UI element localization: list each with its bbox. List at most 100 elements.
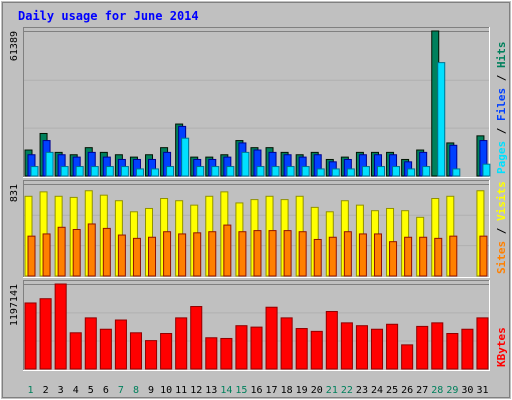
bar-kbytes-day-10 [160,332,173,370]
bar-pages-day-28 [437,62,446,177]
bar-pages-day-10 [166,166,175,177]
y-tick-label: 1197141 [9,284,20,326]
bar-pages-day-27 [422,166,431,177]
bar-kbytes-day-31 [476,317,489,370]
legend-text: Sites / Visits [495,181,508,274]
bar-pages-day-7 [120,166,129,177]
day-label-20: 20 [311,385,323,396]
bar-sites-day-29 [449,235,458,277]
legend-text: Pages / Files / Hits [495,42,508,175]
day-label-10: 10 [160,385,172,396]
day-label-3: 3 [58,385,64,396]
bar-sites-day-5 [87,223,96,277]
day-label-26: 26 [401,385,413,396]
day-label-13: 13 [205,385,217,396]
bar-sites-day-25 [389,241,398,277]
legend-entry-sites: Sites [495,241,508,274]
day-label-15: 15 [235,385,247,396]
chart-title: Daily usage for June 2014 [18,9,199,23]
bar-kbytes-day-26 [401,344,414,370]
bar-kbytes-day-27 [416,325,429,370]
bar-kbytes-day-14 [220,337,233,370]
legend-separator: / [495,121,508,141]
bar-kbytes-day-23 [355,325,368,370]
bar-pages-day-6 [105,166,114,177]
bar-sites-day-7 [117,234,126,277]
bar-pages-day-21 [331,168,340,177]
day-label-11: 11 [175,385,187,396]
bar-pages-day-31 [482,163,491,177]
bar-kbytes-day-6 [99,328,112,370]
bar-sites-day-22 [343,231,352,277]
bar-pages-day-13 [211,166,220,177]
bar-kbytes-day-30 [461,328,474,370]
bar-pages-day-8 [135,168,144,177]
bar-sites-day-4 [72,229,81,277]
day-label-30: 30 [461,385,473,396]
bar-sites-day-11 [178,233,187,277]
bar-kbytes-day-19 [295,328,308,370]
bar-sites-day-10 [163,231,172,277]
bar-kbytes-day-8 [129,332,143,370]
bar-kbytes-day-29 [446,332,459,370]
legend-separator: / [495,68,508,88]
bar-kbytes-day-11 [175,317,188,370]
day-label-14: 14 [220,385,232,396]
bar-sites-day-23 [358,233,367,277]
bar-pages-day-3 [60,166,69,177]
bar-pages-day-25 [392,166,401,177]
bar-pages-day-12 [196,166,205,177]
legend: Pages / Files / Hits [495,42,508,175]
day-label-25: 25 [386,385,398,396]
bar-kbytes-day-5 [84,317,97,370]
legend-entry-kbytes: KBytes [495,327,508,367]
bar-pages-day-9 [151,168,160,177]
bar-sites-day-6 [102,227,111,277]
legend-entry-visits: Visits [495,181,508,221]
bar-kbytes-day-24 [370,328,384,370]
bar-sites-day-14 [223,224,232,277]
bar-sites-day-9 [148,236,157,277]
legend-separator: / [495,221,508,241]
day-label-31: 31 [476,385,488,396]
bar-sites-day-26 [404,236,413,277]
bar-pages-day-29 [452,168,461,177]
bar-kbytes-day-25 [386,323,399,370]
legend-text: KBytes [495,327,508,367]
bar-kbytes-day-17 [265,306,278,370]
bar-pages-day-24 [376,166,385,177]
bar-kbytes-day-28 [431,322,444,370]
bar-pages-day-22 [346,168,355,177]
bar-pages-day-4 [75,166,84,177]
bar-kbytes-day-20 [310,330,323,370]
day-label-28: 28 [431,385,443,396]
bar-sites-day-21 [328,236,337,277]
y-tick-label: 61389 [9,31,20,61]
bar-kbytes-day-2 [39,298,52,370]
bar-sites-day-17 [268,230,277,277]
bar-sites-day-1 [27,235,36,277]
y-tick-label: 831 [9,184,20,202]
day-label-1: 1 [28,385,34,396]
legend-entry-pages: Pages [495,141,508,174]
bar-sites-day-13 [208,231,217,277]
day-label-16: 16 [250,385,262,396]
day-label-21: 21 [326,385,338,396]
day-label-8: 8 [133,385,139,396]
bar-pages-day-1 [30,166,39,177]
day-label-27: 27 [416,385,428,396]
day-label-23: 23 [356,385,368,396]
legend: KBytes [495,327,508,367]
bar-sites-day-16 [253,230,262,277]
bar-pages-day-11 [181,137,190,177]
bar-pages-day-17 [271,166,280,177]
day-label-24: 24 [371,385,383,396]
bar-sites-day-3 [57,226,66,277]
bar-pages-day-18 [286,166,295,177]
bar-kbytes-day-16 [250,326,263,370]
day-label-22: 22 [341,385,353,396]
bar-sites-day-27 [419,236,428,277]
day-label-5: 5 [88,385,94,396]
